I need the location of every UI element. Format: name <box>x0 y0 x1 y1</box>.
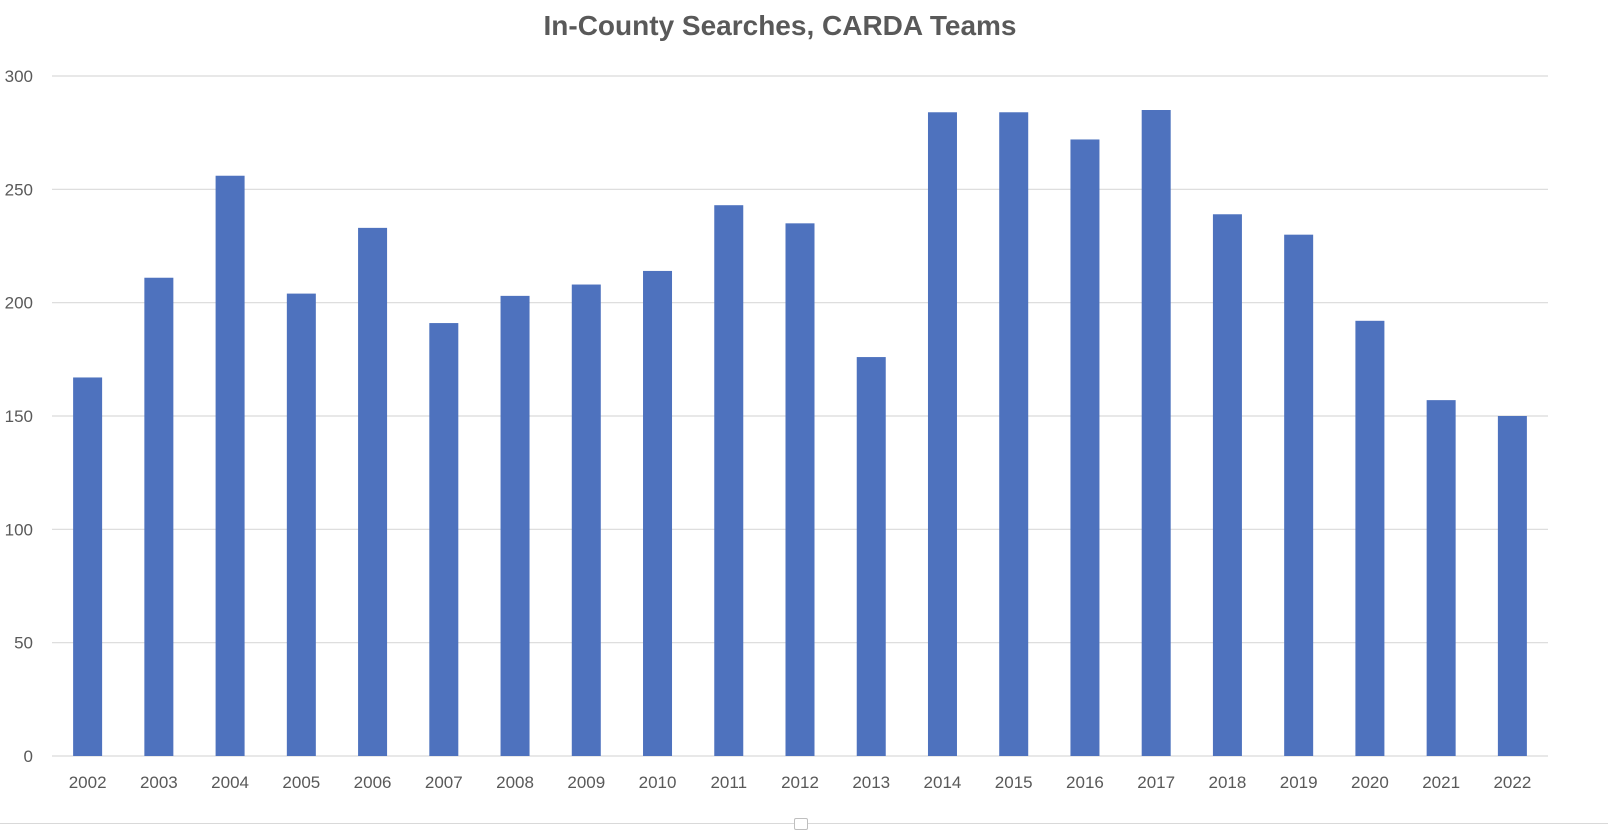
bar-2022[interactable] <box>1497 416 1527 756</box>
x-tick-label: 2019 <box>1280 773 1318 792</box>
y-tick-label: 250 <box>5 180 33 199</box>
bar-2021[interactable] <box>1426 400 1456 756</box>
x-tick-label: 2014 <box>924 773 962 792</box>
bar-2007[interactable] <box>429 323 459 756</box>
bar-2011[interactable] <box>714 205 744 756</box>
resize-handle[interactable] <box>794 818 808 830</box>
bar-2014[interactable] <box>927 112 957 757</box>
y-tick-label: 200 <box>5 294 33 313</box>
bar-2016[interactable] <box>1070 139 1100 756</box>
x-tick-label: 2016 <box>1066 773 1104 792</box>
chart-title: In-County Searches, CARDA Teams <box>543 10 1017 41</box>
x-tick-label: 2002 <box>69 773 107 792</box>
x-tick-label: 2012 <box>781 773 819 792</box>
bar-2013[interactable] <box>856 357 886 756</box>
bar-2003[interactable] <box>144 277 174 756</box>
x-tick-label: 2007 <box>425 773 463 792</box>
x-tick-label: 2003 <box>140 773 178 792</box>
x-tick-label: 2015 <box>995 773 1033 792</box>
bar-2005[interactable] <box>286 293 316 756</box>
x-tick-label: 2022 <box>1493 773 1531 792</box>
bar-2020[interactable] <box>1355 320 1385 756</box>
bar-2002[interactable] <box>73 377 103 756</box>
x-tick-label: 2010 <box>639 773 677 792</box>
x-tick-label: 2017 <box>1137 773 1175 792</box>
bar-2018[interactable] <box>1212 214 1242 756</box>
x-tick-label: 2009 <box>567 773 605 792</box>
y-tick-label: 100 <box>5 520 33 539</box>
bar-2015[interactable] <box>999 112 1029 757</box>
x-tick-label: 2018 <box>1209 773 1247 792</box>
x-tick-label: 2006 <box>354 773 392 792</box>
x-tick-label: 2020 <box>1351 773 1389 792</box>
x-tick-label: 2013 <box>852 773 890 792</box>
bar-2017[interactable] <box>1141 110 1171 756</box>
bar-2019[interactable] <box>1284 234 1314 756</box>
bar-2008[interactable] <box>500 295 530 756</box>
y-tick-label: 150 <box>5 407 33 426</box>
x-tick-label: 2008 <box>496 773 534 792</box>
y-tick-label: 300 <box>5 67 33 86</box>
bar-2006[interactable] <box>358 227 388 756</box>
y-tick-label: 0 <box>24 747 33 766</box>
bar-2010[interactable] <box>643 270 673 756</box>
x-tick-label: 2005 <box>282 773 320 792</box>
x-tick-label: 2011 <box>710 773 747 792</box>
bar-2009[interactable] <box>571 284 601 756</box>
y-tick-label: 50 <box>14 634 33 653</box>
bar-2004[interactable] <box>215 175 245 756</box>
x-tick-label: 2004 <box>211 773 249 792</box>
x-tick-label: 2021 <box>1422 773 1460 792</box>
bar-2012[interactable] <box>785 223 815 757</box>
